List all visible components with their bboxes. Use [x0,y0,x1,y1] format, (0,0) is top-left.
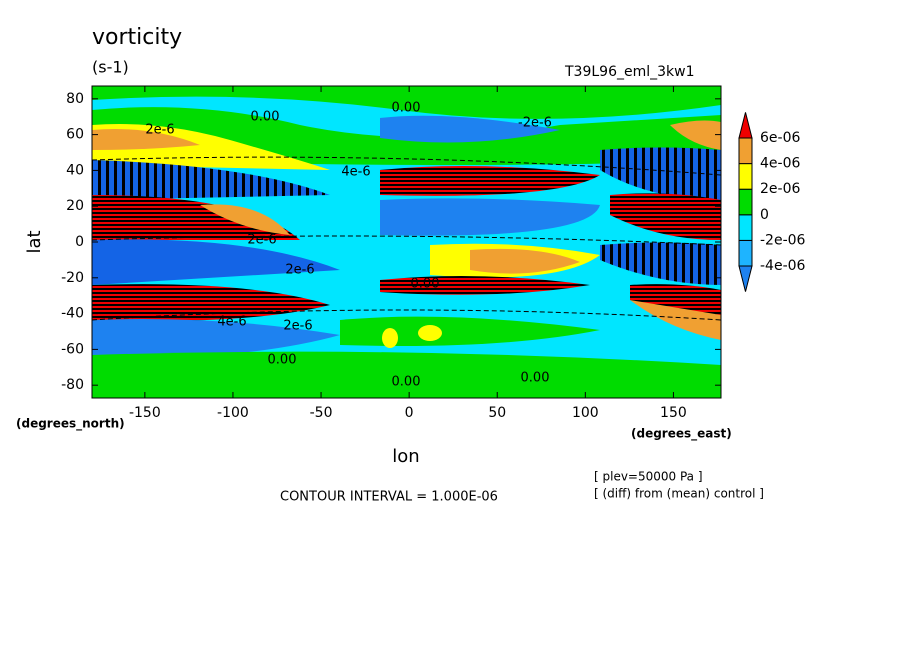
contour-label: 0.00 [268,353,297,368]
diff-note: [ (diff) from (mean) control ] [594,487,764,501]
colorbar-label: 4e-06 [760,156,800,172]
colorbar-segment [738,188,753,216]
y-tick-label: 80 [66,91,84,107]
x-tick-label: -100 [217,405,249,421]
x-units: (degrees_east) [631,427,732,442]
y-axis-label: lat [24,230,45,253]
colorbar-segment [738,214,753,241]
title: vorticity [92,25,182,50]
x-tick-label: -50 [310,405,333,421]
level-note: [ plev=50000 Pa ] [594,470,703,484]
x-tick-label: 100 [572,405,599,421]
x-tick-label: 50 [488,405,506,421]
colorbar-label: -4e-06 [760,258,806,274]
y-tick-label: 20 [66,198,84,214]
contour-label: 0.00 [392,375,421,390]
colorbar-label: 6e-06 [760,130,800,146]
x-tick-label: -150 [129,405,161,421]
contour-label: 0.00 [411,277,440,292]
y-tick-label: -80 [61,377,84,393]
contour-label: 2e-6 [283,319,312,334]
subtitle: (s-1) [92,58,129,77]
contour-label: 0.00 [521,371,550,386]
colorbar-label: 0 [760,207,769,223]
x-tick-label: 150 [660,405,687,421]
colorbar-segment [738,163,753,190]
x-tick-label: 0 [405,405,414,421]
colorbar-triangle [738,265,753,292]
contour-label: 0.00 [251,110,280,125]
contour-label: 2e-6 [145,123,174,138]
contour-label: 2e-6 [285,263,314,278]
colorbar-segment [738,239,753,267]
y-tick-label: -20 [61,270,84,286]
y-units: (degrees_north) [16,417,125,432]
x-axis-label: lon [392,446,419,467]
y-tick-label: -60 [61,341,84,357]
contour-label: 0.00 [392,101,421,116]
colorbar-segment [738,137,753,165]
y-tick-label: 60 [66,127,84,143]
y-tick-label: 0 [75,234,84,250]
y-tick-label: 40 [66,162,84,178]
contour-label: 2e-6 [247,233,276,248]
colorbar-triangle [738,112,753,139]
contour-interval: CONTOUR INTERVAL = 1.000E-06 [280,490,498,505]
contour-label: 4e-6 [341,165,370,180]
contour-label: -2e-6 [518,116,552,131]
colorbar-label: 2e-06 [760,181,800,197]
contour-label: 4e-6 [217,315,246,330]
y-tick-label: -40 [61,306,84,322]
contour-field [92,86,721,398]
run-label: T39L96_eml_3kw1 [564,64,695,80]
colorbar-label: -2e-06 [760,232,806,248]
